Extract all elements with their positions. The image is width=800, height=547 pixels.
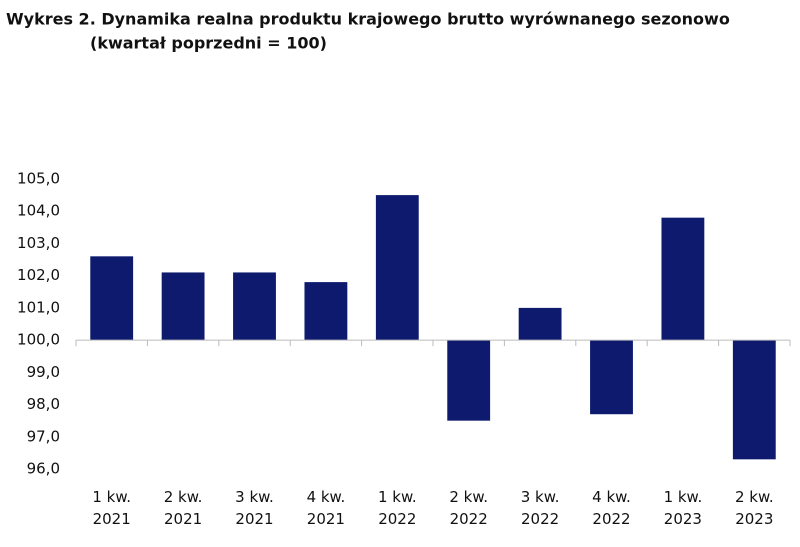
x-tick-label: 1 kw. 2023 bbox=[664, 488, 703, 528]
bar bbox=[447, 340, 491, 421]
bar bbox=[661, 217, 705, 341]
y-tick-label: 100,0 bbox=[17, 331, 60, 349]
x-tick-label: 4 kw. 2022 bbox=[592, 488, 631, 528]
bar bbox=[375, 195, 419, 341]
bar bbox=[90, 256, 134, 341]
x-tick-label: 2 kw. 2022 bbox=[449, 488, 488, 528]
bar bbox=[518, 307, 562, 341]
bar bbox=[590, 340, 633, 415]
y-tick-label: 103,0 bbox=[17, 234, 60, 252]
x-tick-label: 1 kw. 2021 bbox=[92, 488, 131, 528]
x-tick-label: 1 kw. 2022 bbox=[378, 488, 417, 528]
y-tick-label: 96,0 bbox=[27, 460, 60, 478]
chart-subtitle: (kwartał poprzedni = 100) bbox=[90, 34, 327, 53]
x-tick-label: 3 kw. 2022 bbox=[521, 488, 560, 528]
y-tick-label: 102,0 bbox=[17, 266, 60, 284]
x-tick-label: 3 kw. 2021 bbox=[235, 488, 274, 528]
y-tick-label: 98,0 bbox=[27, 395, 60, 413]
chart-title: Wykres 2. Dynamika realna produktu krajo… bbox=[6, 10, 730, 29]
y-tick-label: 99,0 bbox=[27, 363, 60, 381]
x-tick-label: 4 kw. 2021 bbox=[307, 488, 346, 528]
y-tick-label: 101,0 bbox=[17, 298, 60, 316]
y-tick-label: 105,0 bbox=[17, 170, 60, 188]
y-tick-label: 104,0 bbox=[17, 202, 60, 220]
bar bbox=[161, 272, 205, 341]
bar bbox=[233, 272, 276, 341]
y-tick-label: 97,0 bbox=[27, 427, 60, 445]
x-tick-label: 2 kw. 2021 bbox=[164, 488, 203, 528]
x-tick-label: 2 kw. 2023 bbox=[735, 488, 774, 528]
bar bbox=[732, 340, 776, 460]
bar bbox=[304, 282, 348, 341]
